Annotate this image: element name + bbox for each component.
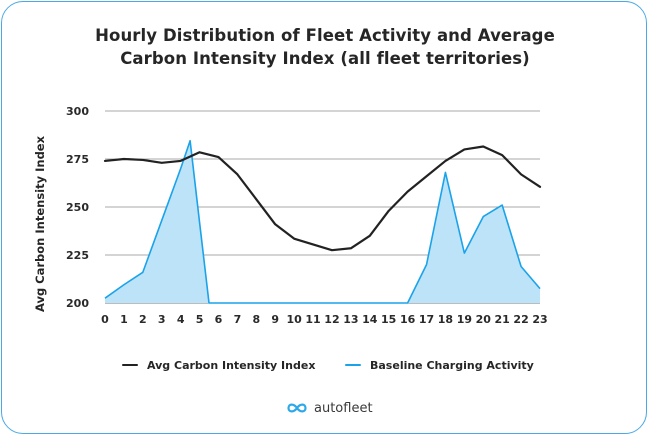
y-tick-labels: 200 225 250 275 300	[66, 105, 89, 310]
x-tick-label-21: 21	[495, 313, 510, 326]
legend-item-carbon: Avg Carbon Intensity Index	[122, 357, 315, 373]
x-tick-label-22: 22	[513, 313, 528, 326]
x-tick-label-13: 13	[343, 313, 358, 326]
series-line-carbon	[103, 145, 542, 252]
x-tick-label-15: 15	[381, 313, 396, 326]
chart-title-line-2: Carbon Intensity Index (all fleet territ…	[120, 49, 530, 68]
x-tick-label-0: 0	[101, 313, 109, 326]
legend-label-carbon: Avg Carbon Intensity Index	[147, 358, 316, 372]
y-tick-label-275: 275	[66, 153, 89, 166]
x-tick-label-23: 23	[532, 313, 547, 326]
y-tick-label-225: 225	[66, 249, 89, 262]
x-tick-label-7: 7	[234, 313, 242, 326]
x-tick-label-12: 12	[324, 313, 339, 326]
y-tick-label-250: 250	[66, 201, 89, 214]
brand: autofleet	[286, 398, 373, 418]
x-tick-label-10: 10	[286, 313, 302, 326]
series-line-charging	[104, 139, 541, 304]
x-tick-label-8: 8	[252, 313, 260, 326]
legend-swatch-carbon	[122, 363, 138, 367]
x-tick-labels: 0 1 2 3 4 5 6 7 8 9 10 11 12 13 14 15 16 17 18 19 20 21 22 23	[101, 313, 547, 326]
x-tick-label-4: 4	[177, 313, 185, 326]
series-area-fill-charging	[105, 140, 540, 303]
infinity-logo-icon	[287, 403, 307, 413]
y-tick-label-300: 300	[66, 105, 89, 118]
x-tick-label-14: 14	[362, 313, 378, 326]
brand-name: autofleet	[314, 400, 373, 416]
x-tick-label-5: 5	[196, 313, 204, 326]
x-tick-label-11: 11	[305, 313, 320, 326]
legend: Avg Carbon Intensity Index Baseline Char…	[0, 357, 650, 373]
x-tick-label-3: 3	[158, 313, 166, 326]
series-layer	[103, 139, 542, 304]
x-tick-label-6: 6	[215, 313, 223, 326]
x-tick-label-18: 18	[438, 313, 453, 326]
x-tick-label-19: 19	[457, 313, 472, 326]
legend-label-charging: Baseline Charging Activity	[370, 358, 534, 372]
x-tick-label-2: 2	[139, 313, 147, 326]
x-tick-label-9: 9	[271, 313, 279, 326]
y-tick-label-200: 200	[66, 297, 89, 310]
x-tick-label-1: 1	[120, 313, 128, 326]
legend-swatch-charging	[345, 363, 361, 367]
x-tick-label-20: 20	[476, 313, 492, 326]
chart-title-line-1: Hourly Distribution of Fleet Activity an…	[95, 26, 555, 45]
legend-item-charging: Baseline Charging Activity	[345, 357, 534, 373]
x-tick-label-16: 16	[400, 313, 416, 326]
x-tick-label-17: 17	[419, 313, 434, 326]
